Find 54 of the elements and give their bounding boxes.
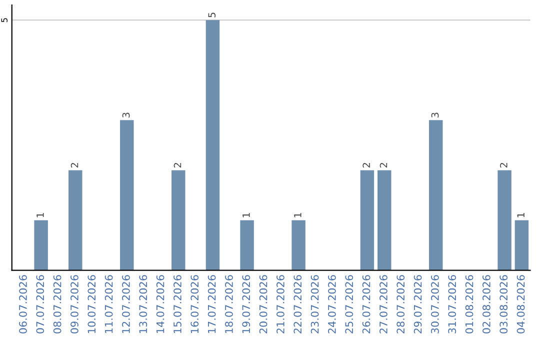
bar bbox=[498, 170, 512, 270]
bar bbox=[360, 170, 374, 270]
bar bbox=[68, 170, 82, 270]
x-tick-label: 24.07.2026 bbox=[328, 275, 336, 334]
x-tick-label: 04.08.2026 bbox=[516, 275, 525, 334]
data-label: 2 bbox=[380, 163, 388, 168]
data-label: 1 bbox=[36, 212, 44, 218]
x-tick-label: 26.07.2026 bbox=[362, 275, 370, 334]
x-tick-label: 03.08.2026 bbox=[500, 275, 508, 334]
x-tick-label: 30.07.2026 bbox=[431, 275, 439, 334]
x-tick-label: 14.07.2026 bbox=[156, 275, 164, 333]
x-tick-label: 12.07.2026 bbox=[122, 275, 130, 333]
x-tick-label: 22.07.2026 bbox=[294, 275, 302, 334]
x-tick-label: 28.07.2026 bbox=[396, 275, 405, 334]
bar bbox=[378, 170, 392, 270]
x-tick-label: 31.07.2026 bbox=[448, 275, 456, 334]
x-tick-label: 23.07.2026 bbox=[310, 275, 319, 334]
bar bbox=[172, 170, 186, 270]
bar bbox=[292, 220, 306, 270]
x-tick-label: 11.07.2026 bbox=[104, 275, 113, 333]
x-tick-label: 15.07.2026 bbox=[174, 275, 182, 333]
x-tick-label: 19.07.2026 bbox=[242, 275, 250, 333]
bar bbox=[206, 20, 220, 270]
x-tick-label: 13.07.2026 bbox=[139, 275, 148, 333]
x-tick-label: 21.07.2026 bbox=[276, 275, 284, 334]
x-tick-label: 29.07.2026 bbox=[414, 275, 422, 334]
data-label: 3 bbox=[431, 112, 439, 118]
x-tick-label: 06.07.2026 bbox=[19, 275, 27, 334]
x-tick-label: 20.07.2026 bbox=[259, 275, 268, 334]
x-tick-label: 02.08.2026 bbox=[482, 275, 490, 334]
x-tick-label: 27.07.2026 bbox=[380, 275, 388, 334]
data-label: 1 bbox=[294, 212, 302, 218]
data-label: 1 bbox=[242, 212, 250, 218]
data-label: 2 bbox=[174, 163, 182, 168]
x-tick-label: 09.07.2026 bbox=[70, 275, 78, 334]
data-label: 2 bbox=[362, 163, 370, 168]
x-tick-label: 25.07.2026 bbox=[345, 275, 354, 334]
x-tick-label: 10.07.2026 bbox=[88, 275, 96, 333]
x-tick-label: 17.07.2026 bbox=[208, 275, 216, 333]
x-tick-label: 07.07.2026 bbox=[36, 275, 44, 334]
x-tick-label: 16.07.2026 bbox=[190, 275, 199, 333]
x-tick-label: 01.08.2026 bbox=[465, 275, 474, 334]
bar bbox=[120, 120, 134, 270]
data-label: 2 bbox=[70, 163, 78, 168]
x-tick-label: 08.07.2026 bbox=[53, 275, 62, 334]
x-tick-label: 18.07.2026 bbox=[225, 275, 233, 333]
data-label: 2 bbox=[500, 163, 508, 168]
bar bbox=[429, 120, 443, 270]
data-label: 1 bbox=[517, 212, 524, 218]
data-label: 3 bbox=[122, 112, 130, 118]
bar bbox=[514, 220, 529, 270]
bar bbox=[240, 220, 254, 270]
data-label: 5 bbox=[208, 12, 216, 18]
bar bbox=[34, 220, 48, 270]
